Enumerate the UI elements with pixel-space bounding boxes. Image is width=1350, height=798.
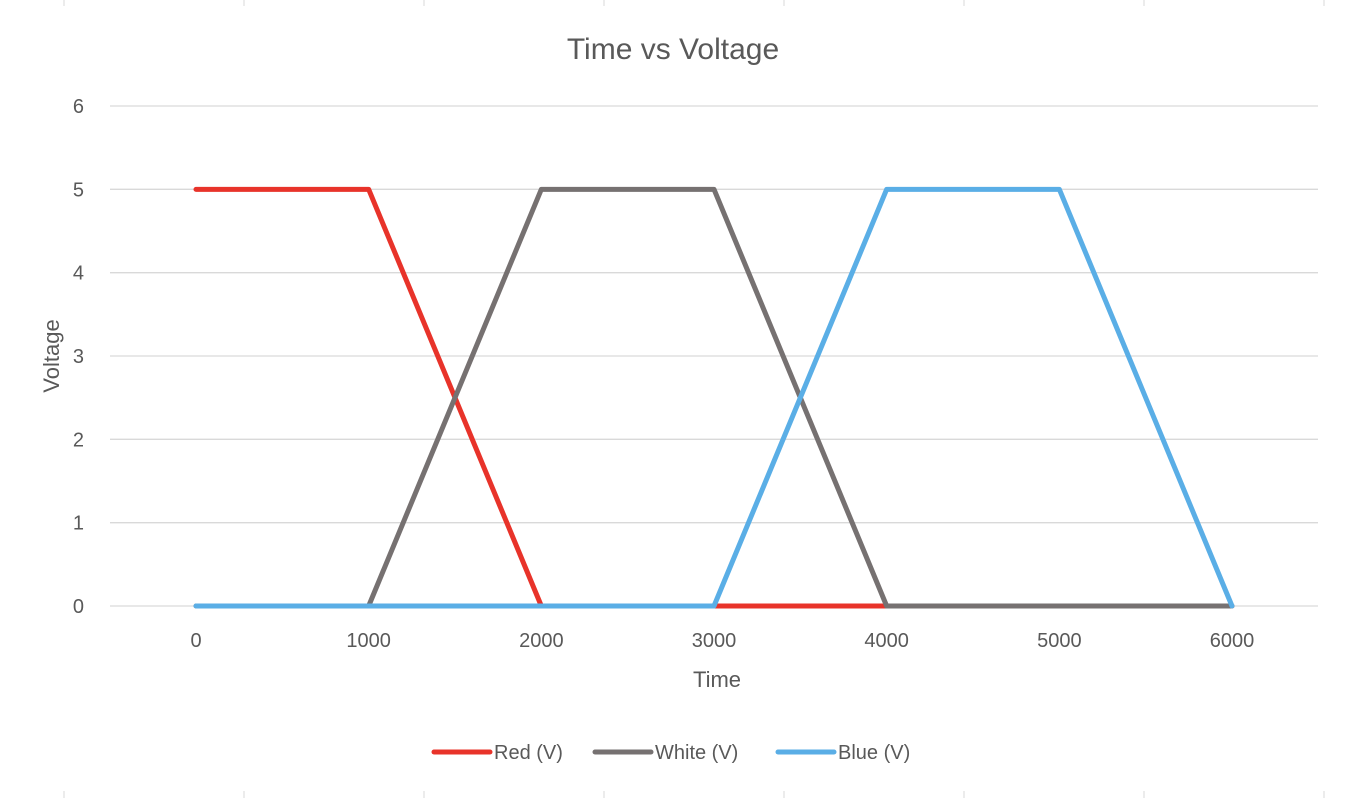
y-tick-label-4: 4 [73,263,84,285]
legend-item-2: Blue (V) [775,742,910,764]
legend-label-2: Blue (V) [838,742,910,764]
y-tick-label-3: 3 [73,346,84,368]
series-line-red-v [193,186,1235,609]
x-tick-label-2000: 2000 [519,630,564,652]
x-tick-label-5000: 5000 [1037,630,1082,652]
x-tick-label-6000: 6000 [1210,630,1255,652]
y-tick-label-6: 6 [73,96,84,118]
x-tick-label-0: 0 [190,630,201,652]
legend-label-1: White (V) [655,742,738,764]
legend: Red (V) White (V) Blue (V) [431,742,910,764]
y-axis-title: Voltage [39,319,64,392]
x-tick-labels: 0 1000 2000 3000 4000 5000 6000 [190,630,1254,652]
x-tick-label-3000: 3000 [692,630,737,652]
y-tick-label-0: 0 [73,596,84,618]
legend-label-0: Red (V) [494,742,563,764]
grid-lines [110,105,1318,607]
x-tick-label-1000: 1000 [346,630,391,652]
x-tick-label-4000: 4000 [864,630,909,652]
frame-ticks [63,0,1325,798]
legend-item-1: White (V) [592,742,738,764]
series-line-white-v [193,186,1235,609]
y-tick-label-1: 1 [73,513,84,535]
y-tick-labels: 0 1 2 3 4 5 6 [73,96,84,618]
chart-title: Time vs Voltage [567,33,779,66]
y-tick-label-2: 2 [73,429,84,451]
x-axis-title: Time [693,667,741,692]
series-lines [193,186,1235,609]
series-line-blue-v [193,186,1235,609]
legend-item-0: Red (V) [431,742,563,764]
y-tick-label-5: 5 [73,179,84,201]
